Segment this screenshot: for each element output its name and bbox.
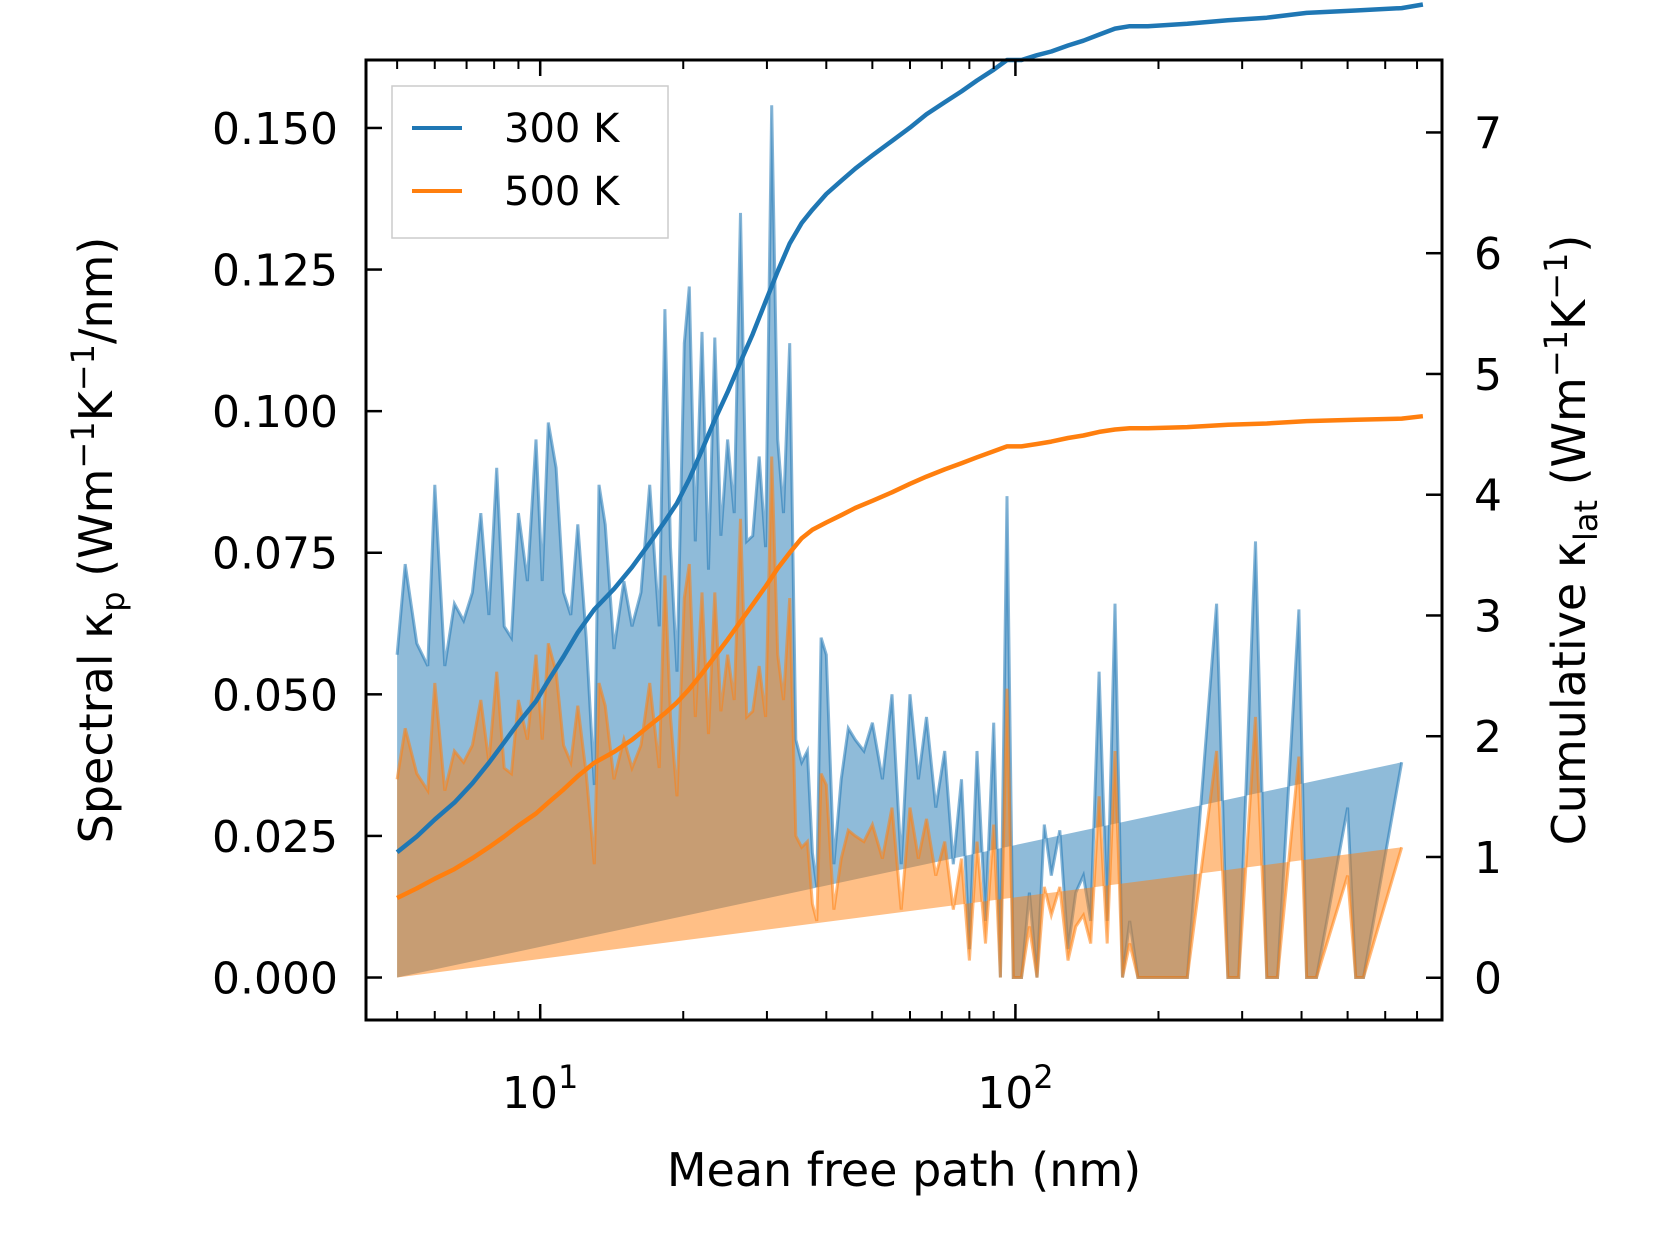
y-left-tick-label: 0.025 [212, 812, 338, 863]
y-right-tick-label: 6 [1474, 229, 1502, 280]
y-right-tick-label: 4 [1474, 471, 1502, 522]
legend-label-300k: 300 K [504, 106, 621, 152]
y-left-tick-label: 0.150 [212, 104, 338, 155]
right-axis-title: Cumulative κlat (Wm−1K−1) [1537, 235, 1605, 846]
y-left-tick-label: 0.000 [212, 954, 338, 1005]
cumulative-line-300k [395, 2, 1424, 854]
cumulative-line-layer [395, 2, 1424, 901]
y-right-tick-label: 5 [1474, 350, 1502, 401]
plot-frame [364, 58, 1444, 1022]
spectral-line-500k [395, 456, 1404, 979]
left-axis-title: Spectral κp (Wm−1K−1/nm) [64, 237, 132, 844]
y-left-tick-label: 0.100 [212, 387, 338, 438]
cumulative-line-500k [396, 413, 1424, 901]
x-tick-label: 101 [502, 1058, 578, 1119]
y-right-tick-label: 0 [1474, 954, 1502, 1005]
legend: 300 K 500 K [391, 85, 669, 239]
y-right-tick-label: 7 [1474, 108, 1502, 159]
x-tick-label: 102 [977, 1058, 1053, 1119]
y-right-tick-label: 2 [1474, 712, 1502, 763]
legend-box [391, 85, 669, 239]
x-axis-title: Mean free path (nm) [667, 1143, 1141, 1197]
tick-layer: 101 1020.0000.0250.0500.0750.1000.1250.15… [212, 60, 1502, 1119]
spectral-fill-layer [395, 105, 1404, 979]
legend-label-500k: 500 K [504, 169, 621, 215]
spectral-area-500k [397, 456, 1402, 978]
y-left-tick-label: 0.075 [212, 529, 338, 580]
y-right-tick-label: 1 [1474, 833, 1502, 884]
y-left-tick-label: 0.125 [212, 246, 338, 297]
spectral-line-300k [395, 105, 1404, 979]
y-left-tick-label: 0.050 [212, 670, 338, 721]
y-right-tick-label: 3 [1474, 591, 1502, 642]
